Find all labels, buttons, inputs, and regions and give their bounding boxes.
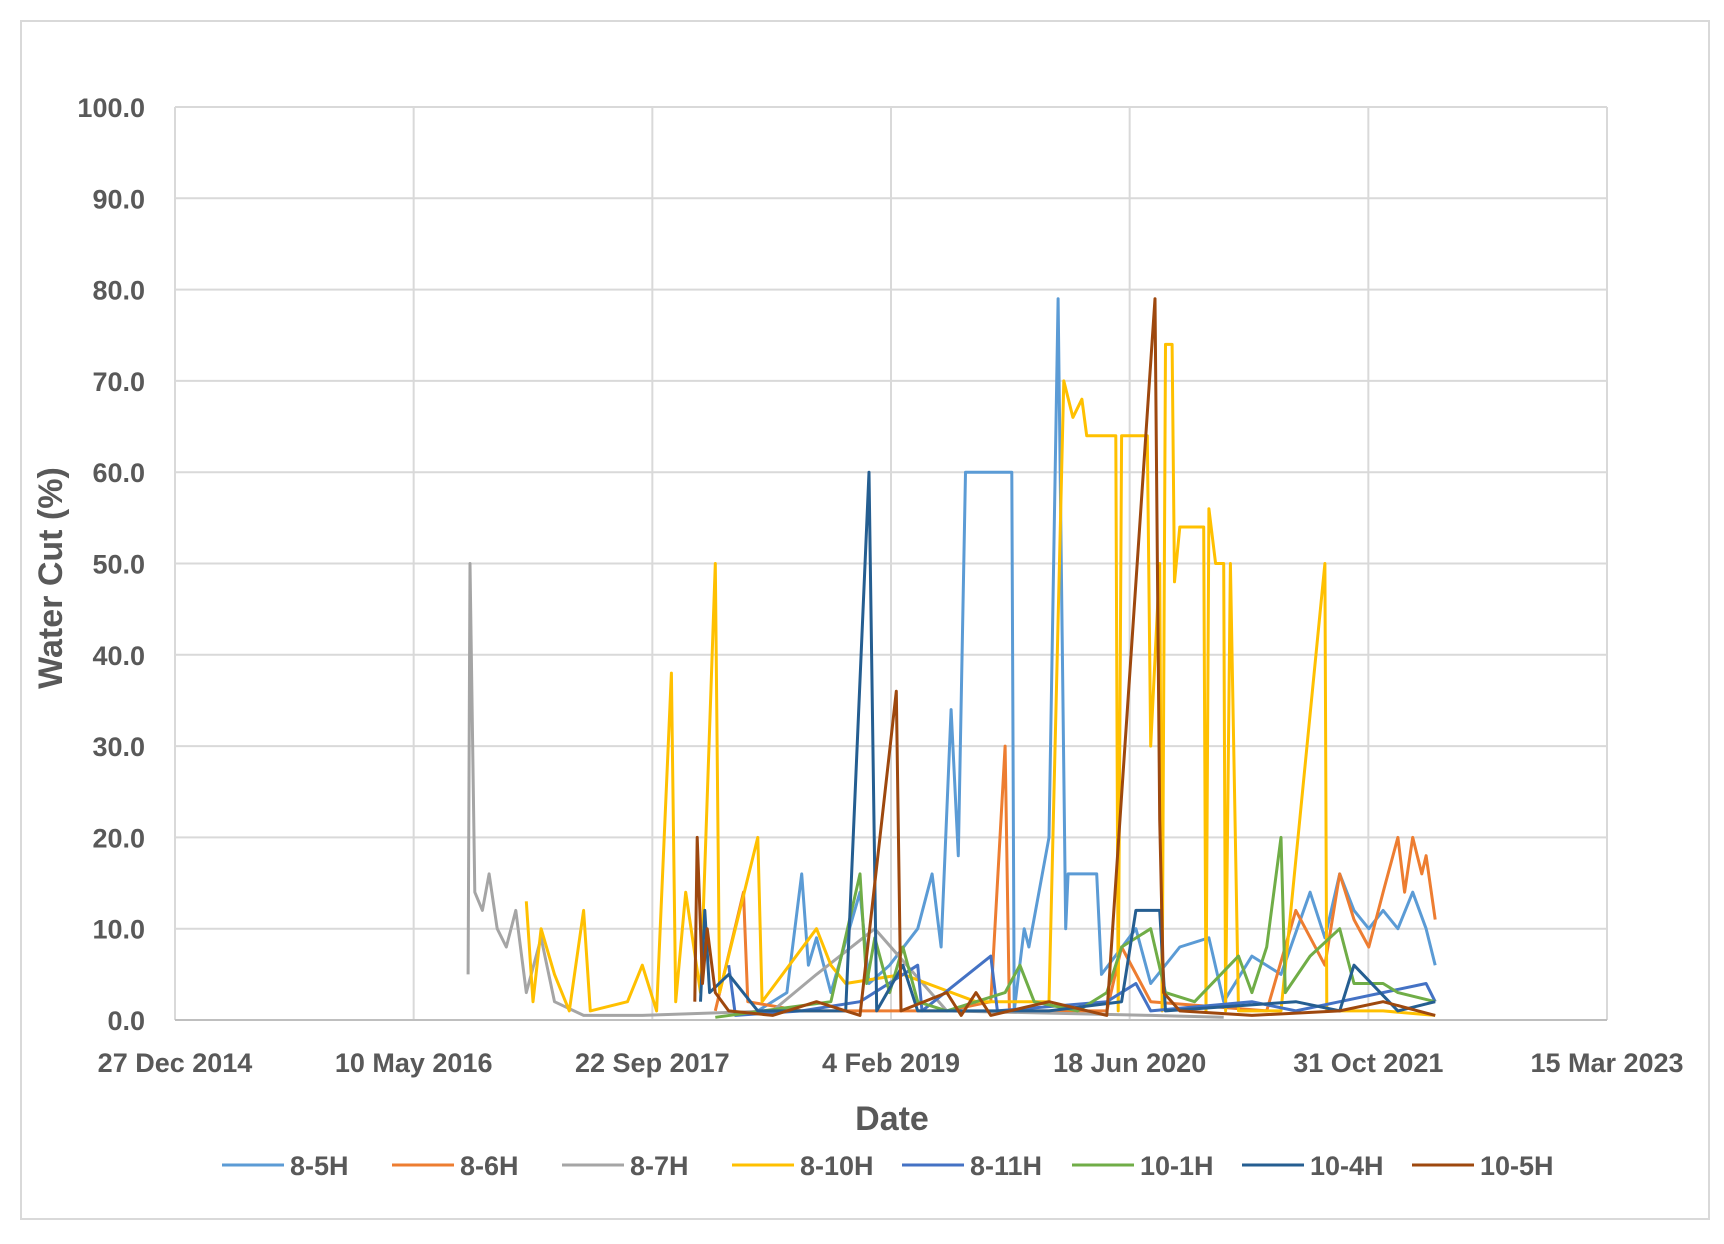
x-axis-ticks: 27 Dec 2014 10 May 2016 22 Sep 2017 4 Feb 2… <box>98 1048 1684 1078</box>
series-line-10-5H <box>693 297 1436 1017</box>
legend-label: 8-10H <box>800 1151 874 1181</box>
y-tick-label: 40.0 <box>92 641 145 671</box>
gridlines <box>174 106 1608 1021</box>
legend-label: 8-7H <box>630 1151 689 1181</box>
series-line-8-10H <box>524 342 1436 1017</box>
legend-label: 8-6H <box>460 1151 519 1181</box>
series-line-10-4H <box>699 470 1436 1013</box>
legend-label: 10-1H <box>1140 1151 1214 1181</box>
y-tick-label: 70.0 <box>92 367 145 397</box>
x-tick-label: 27 Dec 2014 <box>98 1048 253 1078</box>
y-tick-label: 10.0 <box>92 915 145 945</box>
legend-label: 8-5H <box>290 1151 349 1181</box>
x-tick-label: 15 Mar 2023 <box>1530 1048 1683 1078</box>
series-lines <box>466 297 1437 1019</box>
y-tick-label: 0.0 <box>107 1006 145 1036</box>
legend-label: 10-4H <box>1310 1151 1384 1181</box>
y-tick-label: 60.0 <box>92 458 145 488</box>
legend: 8-5H 8-6H 8-7H 8-10H 8-11H 10-1H 10-4H 10-5H <box>222 1151 1554 1181</box>
y-tick-label: 30.0 <box>92 732 145 762</box>
legend-label: 10-5H <box>1480 1151 1554 1181</box>
y-tick-label: 100.0 <box>77 93 145 123</box>
y-tick-label: 50.0 <box>92 550 145 580</box>
series-line-10-1H <box>715 835 1436 1019</box>
x-tick-label: 4 Feb 2019 <box>822 1048 960 1078</box>
y-axis-ticks: 0.0 10.0 20.0 30.0 40.0 50.0 60.0 70.0 80.0 90.0 1… <box>77 93 145 1036</box>
x-tick-label: 22 Sep 2017 <box>575 1048 730 1078</box>
x-tick-label: 31 Oct 2021 <box>1293 1048 1443 1078</box>
y-tick-label: 20.0 <box>92 823 145 853</box>
y-tick-label: 90.0 <box>92 184 145 214</box>
x-tick-label: 10 May 2016 <box>335 1048 493 1078</box>
x-axis-title: Date <box>855 1100 929 1138</box>
x-tick-label: 18 Jun 2020 <box>1053 1048 1206 1078</box>
y-tick-label: 80.0 <box>92 276 145 306</box>
y-axis-title: Water Cut (%) <box>32 467 70 689</box>
legend-label: 8-11H <box>970 1151 1042 1181</box>
